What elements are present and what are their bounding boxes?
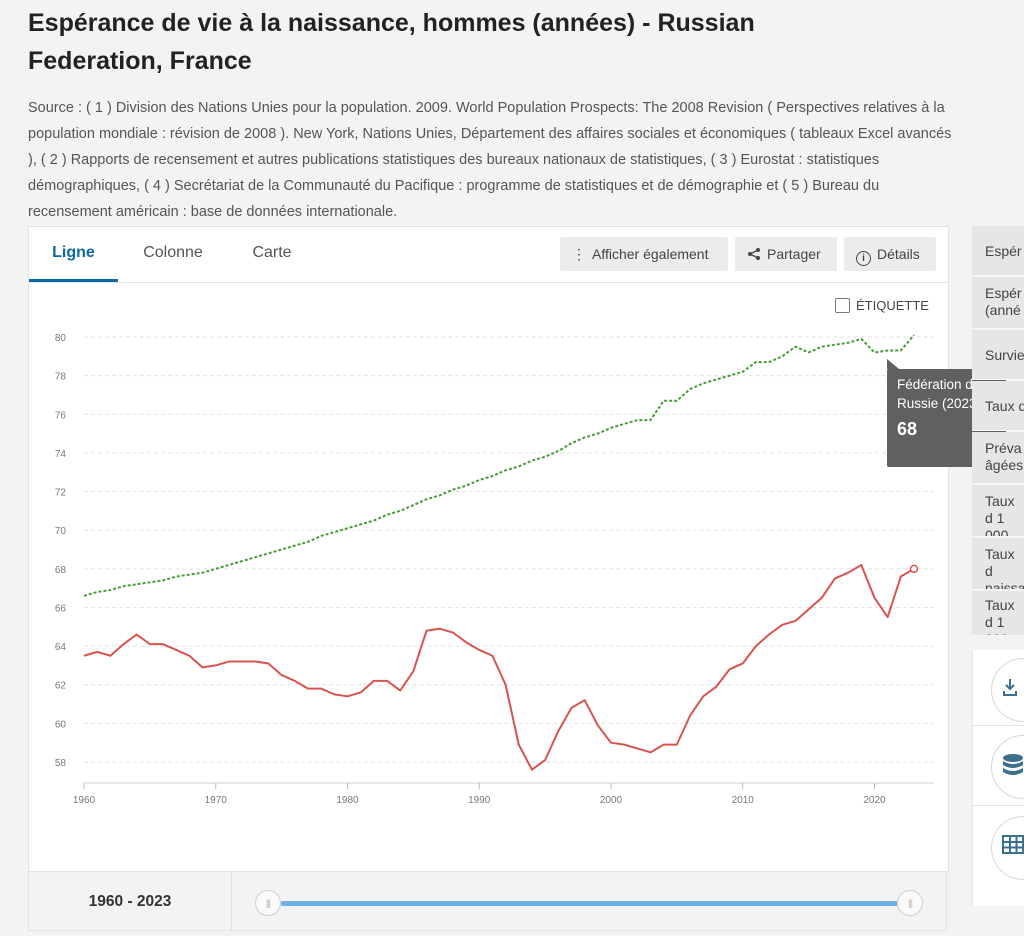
download-icon (1003, 679, 1017, 696)
range-start-handle[interactable]: ||| (255, 890, 281, 916)
download-panel (972, 650, 1024, 906)
x-tick-label: 1990 (468, 795, 491, 806)
range-end-handle[interactable]: ||| (897, 890, 923, 916)
tab-line[interactable]: Ligne (29, 227, 118, 282)
chart-series (83, 334, 919, 771)
source-text: Source : ( 1 ) Division des Nations Unie… (28, 100, 952, 220)
series-line-russia (83, 563, 915, 771)
details-label: Détails (877, 246, 920, 262)
tooltip-series-name: Fédération de Russie (2023) (897, 377, 982, 411)
y-tick-label: 70 (55, 526, 67, 537)
info-icon: i (856, 251, 871, 266)
x-tick-label: 2010 (732, 795, 755, 806)
related-indicator-item[interactable]: Préva âgées (972, 432, 1024, 484)
related-indicator-item[interactable]: Taux d 1 000 (972, 485, 1024, 537)
related-indicator-item[interactable]: Survie (972, 330, 1024, 380)
x-tick-label: 2020 (863, 795, 886, 806)
tooltip-arrow (887, 359, 899, 369)
show-also-button[interactable]: ⋮ Afficher également (560, 237, 728, 271)
database-icon (1003, 754, 1023, 775)
chart-tabs: Ligne Colonne Carte ⋮ Afficher également … (29, 227, 948, 283)
related-indicator-item[interactable]: Espér (972, 226, 1024, 276)
line-chart: 58 60 62 64 66 68 70 72 74 76 78 80 1960 1970 1980 199… (55, 333, 934, 806)
related-indicator-item[interactable]: Taux d naissa (972, 538, 1024, 590)
checkbox-icon[interactable] (835, 298, 850, 313)
x-tick-label: 1970 (205, 795, 228, 806)
y-axis: 58 60 62 64 66 68 70 72 74 76 78 80 (55, 333, 67, 769)
tooltip-value: 68 (897, 419, 918, 439)
table-button[interactable] (991, 816, 1024, 880)
more-vertical-icon: ⋮ (572, 246, 586, 262)
chart-grid (84, 336, 934, 763)
label-toggle[interactable]: ÉTIQUETTE (835, 298, 929, 313)
related-indicator-item[interactable]: Espér (anné (972, 277, 1024, 329)
y-tick-label: 76 (55, 410, 67, 421)
tab-map[interactable]: Carte (252, 244, 292, 261)
database-button[interactable] (991, 735, 1024, 799)
download-button[interactable] (991, 658, 1024, 722)
page-title: Espérance de vie à la naissance, hommes … (28, 9, 755, 75)
tab-column[interactable]: Colonne (143, 244, 203, 261)
y-tick-label: 66 (55, 603, 67, 614)
x-axis: 1960 1970 1980 1990 2000 2010 2020 (73, 782, 934, 806)
y-tick-label: 62 (55, 681, 67, 692)
share-button[interactable]: Partager (735, 237, 837, 271)
y-tick-label: 78 (55, 372, 67, 383)
y-tick-label: 68 (55, 565, 67, 576)
highlighted-point (909, 564, 919, 574)
chart-card: Ligne Colonne Carte ⋮ Afficher également … (28, 226, 949, 872)
show-also-label: Afficher également (592, 246, 709, 262)
table-icon (1002, 835, 1024, 854)
x-tick-label: 1960 (73, 795, 96, 806)
related-indicator-item[interactable]: Taux d (972, 381, 1024, 431)
range-footer: 1960 - 2023 ||| ||| (28, 871, 947, 931)
x-tick-label: 2000 (600, 795, 623, 806)
related-indicators-panel: Espér Espér (anné Survie Taux d Préva âg… (972, 226, 1024, 636)
details-button[interactable]: i Détails (844, 237, 936, 271)
label-toggle-text: ÉTIQUETTE (856, 298, 929, 313)
range-label: 1960 - 2023 (29, 872, 232, 930)
y-tick-label: 60 (55, 719, 67, 730)
share-icon (745, 237, 763, 271)
y-tick-label: 58 (55, 758, 67, 769)
range-slider-track[interactable] (281, 901, 899, 906)
related-indicator-item[interactable]: Taux d 1 000 (972, 591, 1024, 636)
series-line-france (83, 334, 915, 597)
y-tick-label: 80 (55, 333, 67, 344)
y-tick-label: 64 (55, 642, 67, 653)
x-tick-label: 1980 (336, 795, 359, 806)
share-label: Partager (767, 246, 821, 262)
y-tick-label: 72 (55, 488, 67, 499)
y-tick-label: 74 (55, 449, 67, 460)
